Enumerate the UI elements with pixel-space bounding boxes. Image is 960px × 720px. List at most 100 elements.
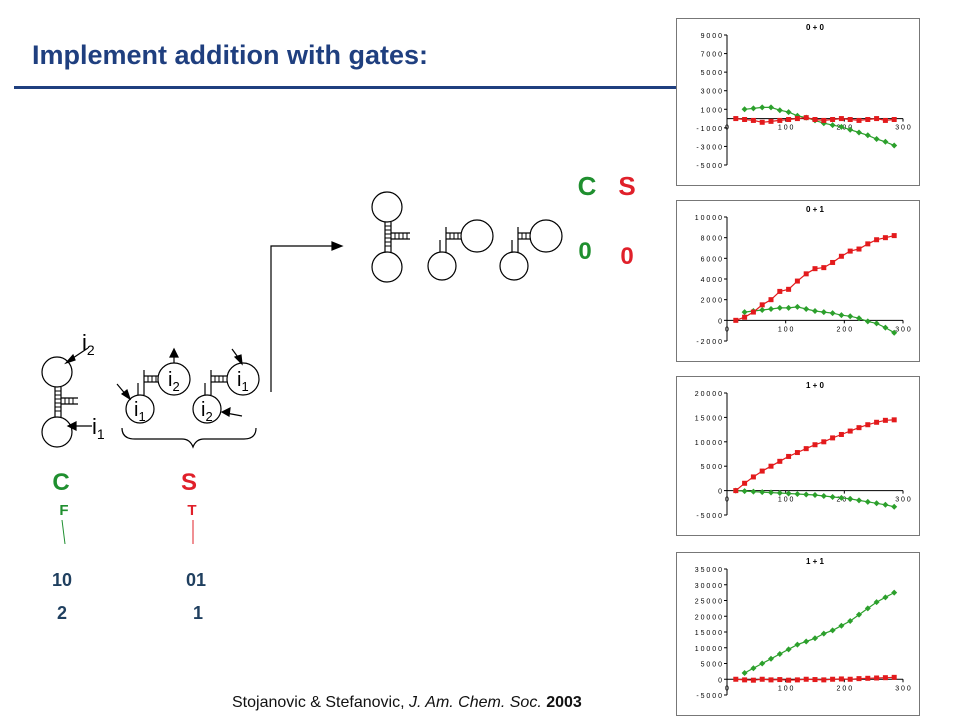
x-tick-label: 2 0 0 xyxy=(837,497,853,504)
y-tick-label: - 5 0 0 0 xyxy=(696,693,722,700)
carry-input-i1: i1 xyxy=(92,414,105,442)
data-point xyxy=(794,641,801,648)
data-point xyxy=(803,676,809,682)
data-point xyxy=(829,627,836,634)
y-tick-label: 1 5 0 0 0 xyxy=(695,630,722,637)
data-point xyxy=(820,492,827,499)
carry-gate-molecule xyxy=(41,347,92,448)
carry-input-i2: i2 xyxy=(82,330,95,358)
x-tick-label: 1 0 0 xyxy=(778,125,794,132)
x-tick-label: 1 0 0 xyxy=(778,685,794,692)
result-molecule-1 xyxy=(371,191,410,283)
y-tick-label: 0 xyxy=(718,318,722,325)
x-tick-label: 3 0 0 xyxy=(895,685,911,692)
data-point xyxy=(750,488,757,495)
y-tick-label: 1 0 0 0 0 xyxy=(695,215,722,222)
data-point xyxy=(874,675,880,681)
result-carry-value: 0 xyxy=(578,238,591,265)
y-tick-label: 5 0 0 0 xyxy=(701,70,723,77)
chart-title: 0 + 1 xyxy=(806,205,825,214)
data-point xyxy=(812,442,818,448)
data-point xyxy=(759,660,766,667)
sum-decimal: 1 xyxy=(193,603,203,623)
y-tick-label: 9 0 0 0 xyxy=(701,33,723,40)
data-point xyxy=(812,266,818,272)
data-point xyxy=(891,117,897,122)
x-tick-label: 3 0 0 xyxy=(895,125,911,132)
data-point xyxy=(838,312,845,319)
data-point xyxy=(812,117,818,122)
data-point xyxy=(777,458,783,464)
data-point xyxy=(864,318,871,325)
citation: Stojanovic & Stefanovic, J. Am. Chem. So… xyxy=(232,694,582,712)
y-tick-label: - 2 0 0 0 xyxy=(696,339,722,346)
data-point xyxy=(733,317,739,323)
x-tick-label: 1 0 0 xyxy=(778,326,794,333)
data-point xyxy=(750,677,756,683)
data-point xyxy=(750,105,757,112)
data-point xyxy=(882,138,889,145)
y-tick-label: 0 xyxy=(718,677,722,684)
sum-gate-molecule-2 xyxy=(192,348,260,424)
data-point xyxy=(776,490,783,497)
chart-panel-0-plus-1: 0 + 1 1 0 0 0 0 8 0 0 0 6 0 0 0 4 0 0 0 2 0 0… xyxy=(676,200,920,362)
data-point xyxy=(759,468,765,474)
data-point xyxy=(786,117,792,122)
data-point xyxy=(777,677,783,683)
data-point xyxy=(882,501,889,508)
data-point xyxy=(829,122,836,129)
data-point xyxy=(742,677,748,683)
data-point xyxy=(873,136,880,142)
sum-input-i1-b: i1 xyxy=(237,369,249,394)
data-point xyxy=(838,676,844,682)
data-point xyxy=(821,117,827,123)
data-point xyxy=(847,428,853,434)
data-point xyxy=(750,309,756,315)
citation-year: 2003 xyxy=(546,694,582,711)
carry-binary: 10 xyxy=(52,570,72,590)
data-point xyxy=(794,491,801,498)
y-tick-label: 2 0 0 0 xyxy=(701,298,723,305)
citation-authors: Stojanovic & Stefanovic, xyxy=(232,694,409,711)
data-point xyxy=(856,129,862,136)
data-point xyxy=(847,617,854,624)
data-point xyxy=(750,117,756,123)
y-tick-label: 1 0 0 0 xyxy=(701,107,723,114)
data-point xyxy=(768,463,774,469)
data-point xyxy=(742,480,748,486)
data-point xyxy=(768,305,774,312)
chart-title: 1 + 1 xyxy=(806,557,825,566)
result-sum-value: 0 xyxy=(620,243,633,270)
data-point xyxy=(759,302,765,308)
data-point xyxy=(838,622,845,629)
data-point xyxy=(882,675,888,681)
sum-input-i2: i2 xyxy=(168,369,180,394)
y-tick-label: 1 0 0 0 0 xyxy=(695,440,722,447)
data-point xyxy=(768,489,774,496)
chart-title: 1 + 0 xyxy=(806,381,825,390)
data-point xyxy=(803,271,809,277)
data-point xyxy=(864,498,871,505)
data-point xyxy=(847,248,853,254)
y-tick-label: 3 0 0 0 xyxy=(701,89,723,96)
x-tick-label: 0 xyxy=(725,685,729,692)
data-point xyxy=(768,118,774,124)
data-point xyxy=(812,677,818,683)
result-sum-label: S xyxy=(618,171,635,201)
y-tick-label: - 1 0 0 0 xyxy=(696,126,722,133)
y-tick-label: - 3 0 0 0 xyxy=(696,144,722,151)
data-point xyxy=(891,329,898,336)
data-point xyxy=(785,490,792,497)
chart-panel-1-plus-1: 1 + 1 3 5 0 0 0 3 0 0 0 0 2 5 0 0 0 2 0 0 0 … xyxy=(676,552,920,716)
data-point xyxy=(847,495,854,502)
series-line-green xyxy=(744,592,895,674)
data-point xyxy=(830,435,836,441)
data-point xyxy=(768,104,774,111)
x-tick-label: 0 xyxy=(725,125,729,132)
y-tick-label: 2 5 0 0 0 xyxy=(695,599,722,606)
chart-0-plus-0: 0 + 0 9 0 0 0 7 0 0 0 5 0 0 0 3 0 0 0 1 0 0 0… xyxy=(696,23,911,170)
data-point xyxy=(829,310,836,317)
y-tick-label: 6 0 0 0 xyxy=(701,256,723,263)
data-point xyxy=(768,297,774,303)
data-point xyxy=(786,677,792,683)
